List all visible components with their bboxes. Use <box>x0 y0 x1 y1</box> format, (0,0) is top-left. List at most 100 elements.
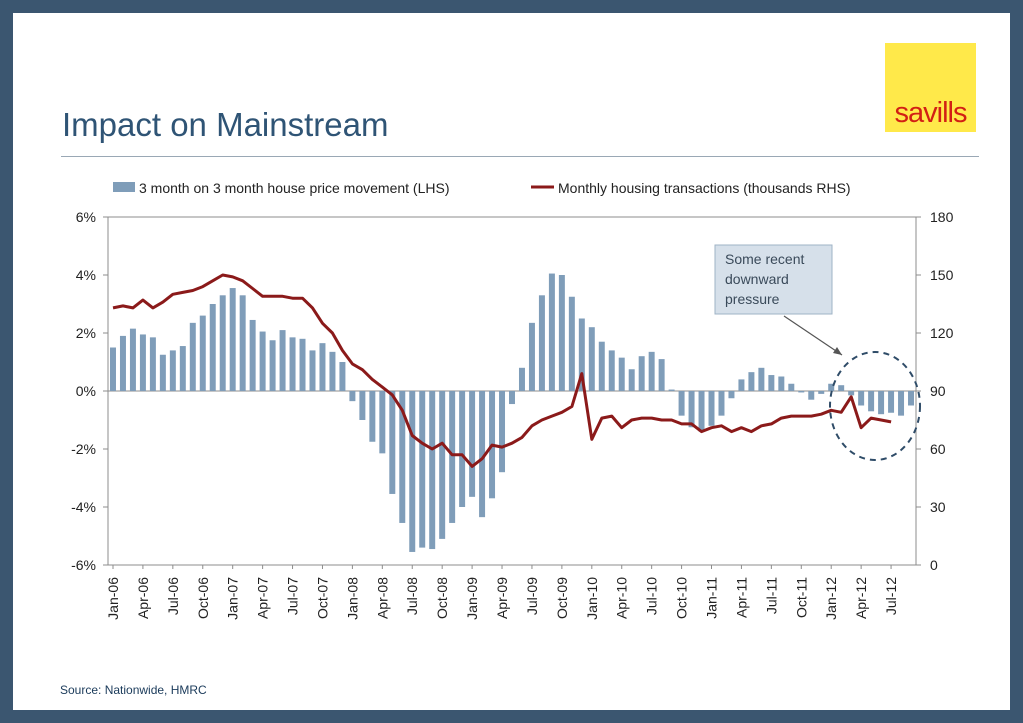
x-tick-label: Apr-10 <box>614 577 630 619</box>
bar <box>698 391 705 432</box>
x-tick-label: Oct-08 <box>434 577 450 619</box>
x-tick-label: Oct-10 <box>674 577 690 619</box>
bar <box>678 391 685 416</box>
y-left-tick-label: 0% <box>76 383 96 399</box>
annotation-text: downward <box>725 271 789 287</box>
bar <box>648 351 655 391</box>
bar <box>808 391 815 400</box>
bar <box>578 318 585 391</box>
bar <box>868 391 875 412</box>
x-tick-label: Apr-08 <box>374 577 390 619</box>
bar <box>509 391 515 405</box>
x-tick-label: Jan-08 <box>344 577 360 620</box>
bar <box>568 296 575 391</box>
bar <box>558 275 565 391</box>
bar <box>289 337 296 391</box>
y-left-tick-label: -2% <box>71 441 96 457</box>
transactions-line <box>112 273 892 468</box>
x-tick-label: Jul-07 <box>285 577 301 615</box>
bar <box>329 351 336 391</box>
bar <box>688 391 695 428</box>
slide: Impact on Mainstream savills Source: Nat… <box>13 13 1010 710</box>
bar <box>499 391 506 473</box>
bar <box>908 391 915 406</box>
y-right-tick-label: 60 <box>930 441 946 457</box>
annotation-arrow-head <box>833 347 842 355</box>
x-tick-label: Jan-06 <box>105 577 121 620</box>
bar <box>379 391 386 454</box>
x-tick-label: Jul-11 <box>763 577 779 614</box>
x-tick-label: Jan-11 <box>704 577 720 619</box>
bar <box>309 350 316 391</box>
bar <box>638 356 645 391</box>
bar <box>469 391 476 497</box>
y-right-tick-label: 30 <box>930 499 946 515</box>
bar <box>149 337 156 391</box>
bar <box>209 304 216 391</box>
bar <box>728 391 735 399</box>
bar <box>828 383 835 391</box>
title-divider <box>61 156 979 157</box>
y-right-tick-label: 0 <box>930 557 938 573</box>
bar <box>838 385 845 391</box>
bar <box>758 367 765 391</box>
bar <box>229 288 236 391</box>
bar <box>139 334 146 391</box>
source-note: Source: Nationwide, HMRC <box>60 683 207 697</box>
bar <box>588 327 595 391</box>
bar <box>359 391 366 420</box>
x-tick-label: Oct-06 <box>195 577 211 619</box>
bar <box>548 273 555 391</box>
bar <box>738 379 745 391</box>
y-right-tick-label: 150 <box>930 267 954 283</box>
bar <box>668 389 675 391</box>
bar <box>369 391 376 442</box>
bar <box>129 328 136 391</box>
bar <box>598 341 605 391</box>
y-right-tick-label: 120 <box>930 325 954 341</box>
x-tick-label: Jul-09 <box>524 577 540 615</box>
x-tick-label: Apr-09 <box>494 577 510 619</box>
savills-logo: savills <box>885 43 976 132</box>
bar <box>788 383 795 391</box>
bar <box>798 391 805 393</box>
y-left-tick-label: 6% <box>76 209 96 225</box>
bar <box>888 391 895 413</box>
bar <box>748 372 755 391</box>
bar <box>259 331 266 391</box>
bar <box>708 391 715 426</box>
bar <box>778 376 785 391</box>
x-tick-label: Jul-06 <box>165 577 181 615</box>
x-tick-label: Jan-10 <box>584 577 600 620</box>
page-title: Impact on Mainstream <box>62 106 389 143</box>
bar <box>439 391 446 539</box>
bar <box>459 391 466 507</box>
bar <box>269 340 276 391</box>
annotation-text: pressure <box>725 291 780 307</box>
bar <box>199 315 206 391</box>
x-tick-label: Jul-12 <box>883 577 899 615</box>
highlight-circle <box>829 351 921 461</box>
bar <box>518 367 525 391</box>
x-tick-label: Apr-12 <box>853 577 869 619</box>
bar <box>159 354 166 391</box>
bar <box>389 391 396 494</box>
bar <box>858 391 865 406</box>
x-tick-label: Apr-06 <box>135 577 151 619</box>
y-left-tick-label: -4% <box>71 499 96 515</box>
bar <box>618 357 625 391</box>
bar <box>179 346 186 391</box>
y-right-tick-label: 90 <box>930 383 946 399</box>
logo-text: savills <box>894 97 968 129</box>
annotation-text: Some recent <box>725 251 804 267</box>
bar <box>429 391 436 550</box>
x-tick-label: Jan-07 <box>225 577 241 620</box>
bar <box>878 391 885 415</box>
legend-line-label: Monthly housing transactions (thousands … <box>558 180 851 196</box>
legend-bar-swatch <box>113 182 135 192</box>
x-tick-label: Oct-07 <box>314 577 330 619</box>
bar <box>768 375 775 391</box>
bar <box>219 295 226 391</box>
bar <box>339 362 346 391</box>
